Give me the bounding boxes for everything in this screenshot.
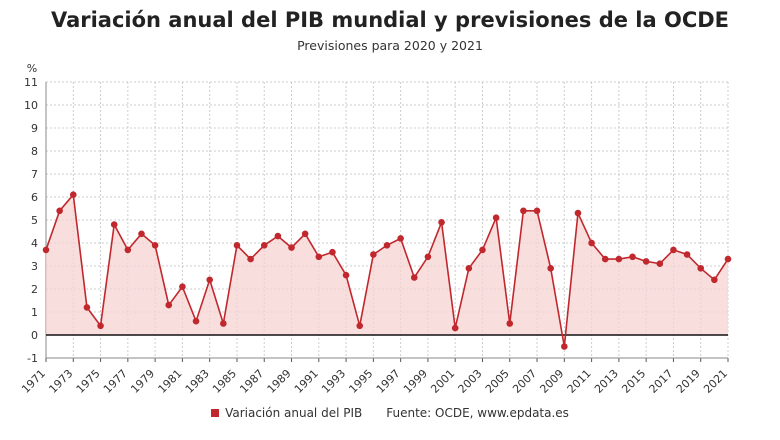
data-point xyxy=(274,232,282,240)
x-tick-label: 1971 xyxy=(19,367,48,396)
source-note: Fuente: OCDE, www.epdata.es xyxy=(386,406,569,420)
data-point xyxy=(206,276,213,284)
line-chart: -1 0 1 2 3 4 5 6 7 8 9 10 11 197119731975197719791981… xyxy=(19,62,732,396)
data-point xyxy=(124,246,132,254)
data-point xyxy=(165,301,173,309)
data-point xyxy=(410,274,418,281)
y-tick-label: 10 xyxy=(24,99,38,112)
data-point xyxy=(711,276,718,284)
x-tick-label: 1979 xyxy=(128,367,157,396)
data-point xyxy=(561,343,568,350)
data-point xyxy=(233,242,241,249)
y-tick-label: 5 xyxy=(31,214,38,227)
y-tick-label: -1 xyxy=(27,352,38,365)
y-tick-label: 7 xyxy=(31,168,38,181)
y-tick-label: 0 xyxy=(31,329,38,342)
data-point xyxy=(683,251,691,258)
x-tick-label: 2011 xyxy=(565,367,594,396)
data-point xyxy=(97,322,104,330)
data-point xyxy=(629,253,636,261)
data-point xyxy=(315,253,323,261)
data-point xyxy=(506,320,514,327)
data-point xyxy=(138,230,145,238)
data-point xyxy=(615,255,623,263)
data-point xyxy=(397,235,404,242)
x-tick-label: 1991 xyxy=(292,367,321,396)
area-fill xyxy=(46,194,728,347)
x-tick-label: 1977 xyxy=(101,367,130,396)
x-tick-label: 2015 xyxy=(619,367,648,396)
y-axis-unit: % xyxy=(27,62,37,75)
data-point xyxy=(42,246,50,254)
x-tick-label: 2019 xyxy=(674,367,703,396)
data-point xyxy=(342,271,350,279)
x-tick-label: 1981 xyxy=(156,367,185,396)
data-point xyxy=(179,283,186,291)
data-point xyxy=(383,242,391,249)
x-tick-label: 2017 xyxy=(647,367,676,396)
x-tick-label: 2001 xyxy=(428,367,457,396)
data-point xyxy=(370,251,377,258)
x-tick-label: 1999 xyxy=(401,367,430,396)
data-point xyxy=(656,260,664,268)
data-point xyxy=(110,221,118,228)
x-tick-label: 2005 xyxy=(483,367,512,396)
x-tick-label: 1989 xyxy=(265,367,294,396)
data-point xyxy=(56,207,63,215)
y-tick-label: 2 xyxy=(31,283,38,296)
y-tick-label: 4 xyxy=(31,237,38,250)
data-point xyxy=(724,255,732,263)
legend-label: Variación anual del PIB xyxy=(225,406,363,420)
y-tick-label: 3 xyxy=(31,260,38,273)
x-tick-label: 2007 xyxy=(510,367,539,396)
data-point xyxy=(247,255,254,263)
y-tick-label: 11 xyxy=(24,76,38,89)
x-tick-label: 2021 xyxy=(701,367,730,396)
data-point xyxy=(670,246,677,254)
data-point xyxy=(492,214,500,221)
data-point xyxy=(642,258,650,265)
x-tick-label: 1997 xyxy=(374,367,403,396)
data-point xyxy=(192,317,200,325)
x-tick-label: 2003 xyxy=(456,367,485,396)
data-point xyxy=(465,265,473,272)
x-tick-label: 1985 xyxy=(210,367,239,396)
data-point xyxy=(438,219,445,226)
data-point xyxy=(301,230,309,238)
data-point xyxy=(574,209,582,217)
data-point xyxy=(151,242,159,249)
x-tick-label: 1983 xyxy=(183,367,212,396)
data-point xyxy=(356,322,364,330)
y-tick-label: 1 xyxy=(31,306,38,319)
x-tick-label: 1975 xyxy=(74,367,103,396)
data-point xyxy=(697,265,705,272)
x-tick-label: 2013 xyxy=(592,367,621,396)
data-point xyxy=(260,242,268,249)
y-tick-label: 6 xyxy=(31,191,38,204)
legend-swatch xyxy=(211,408,220,417)
data-point xyxy=(288,244,295,251)
x-tick-label: 1995 xyxy=(346,367,375,396)
data-point xyxy=(547,265,554,272)
x-tick-label: 2009 xyxy=(537,367,566,396)
y-tick-label: 9 xyxy=(31,122,38,135)
data-point xyxy=(479,246,486,254)
data-point xyxy=(83,304,91,311)
data-point xyxy=(533,207,541,215)
x-tick-label: 1987 xyxy=(237,367,266,396)
y-tick-label: 8 xyxy=(31,145,38,158)
data-point xyxy=(601,255,609,263)
legend: Variación anual del PIB Fuente: OCDE, www… xyxy=(0,406,780,420)
x-tick-label: 1973 xyxy=(46,367,75,396)
chart-title: Variación anual del PIB mundial y previs… xyxy=(50,8,730,32)
data-point xyxy=(69,191,77,198)
data-point xyxy=(451,324,459,332)
chart-subtitle: Previsiones para 2020 y 2021 xyxy=(297,38,483,53)
data-point xyxy=(520,207,527,215)
data-point xyxy=(424,253,432,261)
data-point xyxy=(329,248,336,256)
data-point xyxy=(220,320,227,327)
x-tick-label: 1993 xyxy=(319,367,348,396)
data-point xyxy=(588,239,595,247)
